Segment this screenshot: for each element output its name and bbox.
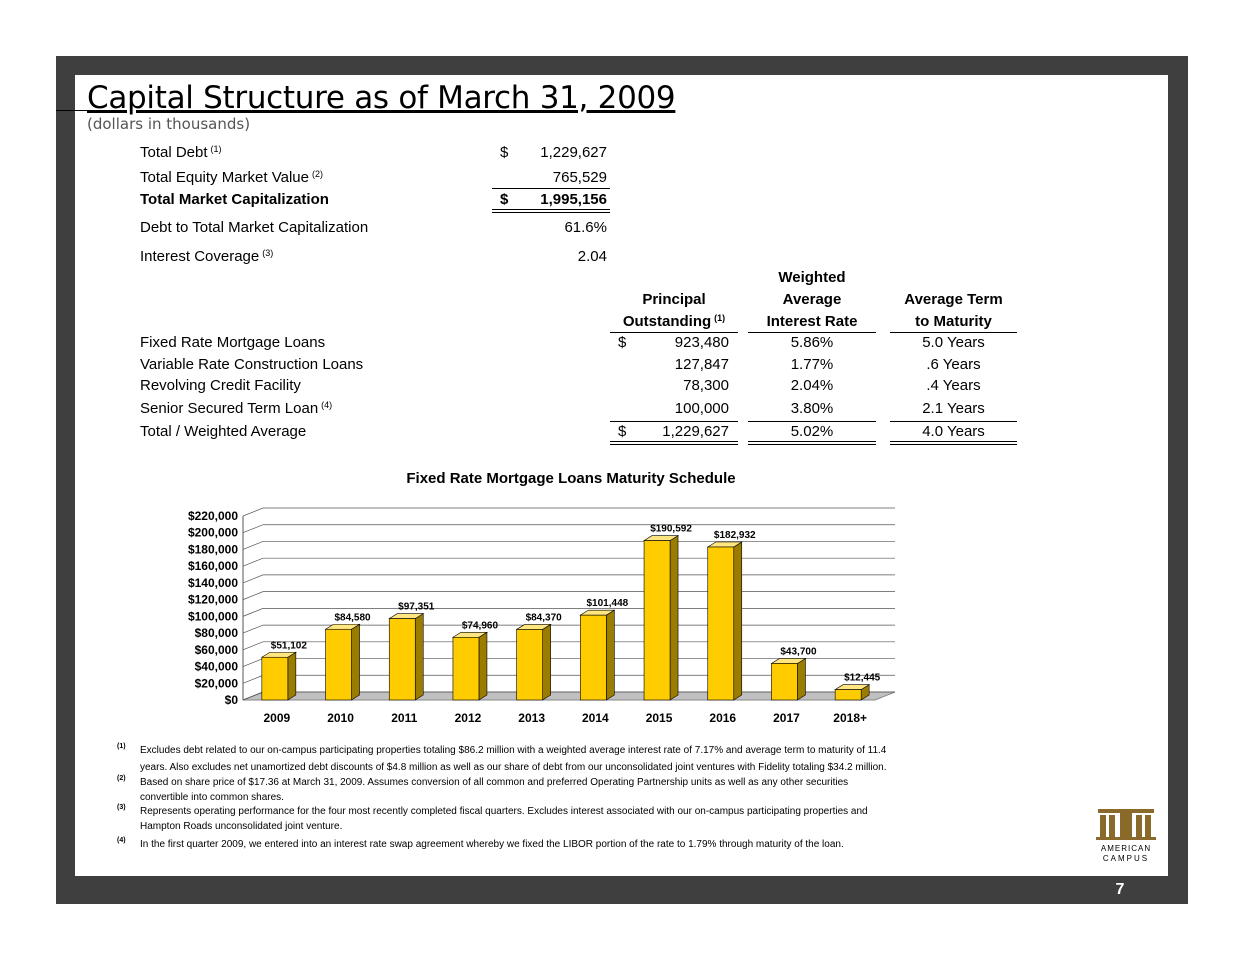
summary-label: Debt to Total Market Capitalization xyxy=(140,219,368,236)
rule xyxy=(492,212,610,213)
row-label: Fixed Rate Mortgage Loans xyxy=(140,334,325,351)
logo: AMERICAN CAMPUS xyxy=(1096,809,1156,863)
footnote: years. Also excludes net unamortized deb… xyxy=(140,762,887,773)
footnote: Hampton Roads unconsolidated joint ventu… xyxy=(140,821,343,832)
note-marker: (1) xyxy=(210,144,222,154)
currency: $ xyxy=(500,144,509,161)
summary-value: 1,995,156 xyxy=(540,191,607,208)
rule xyxy=(748,421,876,422)
summary-value: 61.6% xyxy=(564,219,607,236)
footnote: Based on share price of $17.36 at March … xyxy=(140,777,849,788)
column-header: Average Term xyxy=(890,291,1017,308)
rule xyxy=(610,441,738,442)
principal: 100,000 xyxy=(674,400,729,417)
row-label: Total / Weighted Average xyxy=(140,423,306,440)
slide xyxy=(75,75,1168,876)
summary-label: Interest Coverage (3) xyxy=(140,248,273,265)
rate: 5.02% xyxy=(790,423,834,440)
note-marker: (3) xyxy=(262,248,274,258)
footnote-marker: (2) xyxy=(117,775,126,782)
note-marker: (4) xyxy=(321,400,333,410)
rule xyxy=(748,444,876,445)
principal: 923,480 xyxy=(674,334,729,351)
summary-value: 765,529 xyxy=(552,169,607,186)
label-text: Total Equity Market Value xyxy=(140,169,309,186)
term: 4.0 Years xyxy=(922,423,985,440)
rule xyxy=(890,421,1017,422)
rule xyxy=(610,421,738,422)
header-text: Principal xyxy=(642,291,706,308)
currency: $ xyxy=(618,423,627,440)
rate: 1.77% xyxy=(790,356,834,373)
footnote-marker: (1) xyxy=(117,743,126,750)
column-header: Principal xyxy=(610,291,738,308)
subtitle: (dollars in thousands) xyxy=(87,115,251,133)
term: 5.0 Years xyxy=(922,334,985,351)
currency: $ xyxy=(618,334,627,351)
header-text: Weighted xyxy=(778,269,846,286)
rate: 2.04% xyxy=(790,377,834,394)
rule xyxy=(492,188,610,189)
label-text: Revolving Credit Facility xyxy=(140,377,301,394)
summary-value: 2.04 xyxy=(577,248,607,265)
note-marker: (2) xyxy=(311,169,323,179)
principal: 1,229,627 xyxy=(662,423,729,440)
rate: 3.80% xyxy=(790,400,834,417)
page-number: 7 xyxy=(1115,881,1125,898)
rule xyxy=(610,444,738,445)
footnote: Represents operating performance for the… xyxy=(140,806,868,817)
row-label: Senior Secured Term Loan (4) xyxy=(140,400,332,417)
header-text: to Maturity xyxy=(915,313,992,330)
column-header: Outstanding (1) xyxy=(610,313,738,330)
footnote-marker: (3) xyxy=(117,804,126,811)
footnote: convertible into common shares. xyxy=(140,792,284,803)
note-marker: (1) xyxy=(714,313,726,323)
column-header: to Maturity xyxy=(890,313,1017,330)
label-text: Debt to Total Market Capitalization xyxy=(140,219,369,236)
title: Capital Structure as of March 31, 2009 xyxy=(87,80,676,116)
row-label: Revolving Credit Facility xyxy=(140,377,301,394)
logo-text: AMERICAN xyxy=(1101,844,1151,853)
footnote: Excludes debt related to our on-campus p… xyxy=(140,745,887,756)
row-label: Variable Rate Construction Loans xyxy=(140,356,363,373)
rule xyxy=(748,441,876,442)
header-text: Outstanding xyxy=(622,313,712,330)
currency: $ xyxy=(500,191,509,208)
footnote-marker: (4) xyxy=(117,837,126,844)
principal: 127,847 xyxy=(674,356,729,373)
principal: 78,300 xyxy=(683,377,729,394)
column-header: Weighted xyxy=(748,269,876,286)
label-text: Total / Weighted Average xyxy=(140,423,307,440)
summary-label: Total Equity Market Value (2) xyxy=(140,169,323,186)
summary-label: Total Debt (1) xyxy=(140,144,222,161)
term: .4 Years xyxy=(926,377,981,394)
rule xyxy=(890,332,1017,333)
logo-text: CAMPUS xyxy=(1103,854,1149,863)
label-text: Total Market Capitalization xyxy=(140,191,329,208)
label-text: Senior Secured Term Loan xyxy=(140,400,319,417)
header-text: Interest Rate xyxy=(766,313,858,330)
summary-value: 1,229,627 xyxy=(540,144,607,161)
rule xyxy=(610,332,738,333)
term: 2.1 Years xyxy=(922,400,985,417)
title-rule xyxy=(56,110,88,111)
label-text: Fixed Rate Mortgage Loans xyxy=(140,334,326,351)
summary-label: Total Market Capitalization xyxy=(140,191,329,208)
label-text: Total Debt xyxy=(140,144,208,161)
rule xyxy=(890,441,1017,442)
rate: 5.86% xyxy=(790,334,834,351)
label-text: Interest Coverage xyxy=(140,248,260,265)
column-header: Average xyxy=(748,291,876,308)
rule xyxy=(890,444,1017,445)
footnote: In the first quarter 2009, we entered in… xyxy=(140,839,844,850)
rule xyxy=(492,209,610,210)
label-text: Variable Rate Construction Loans xyxy=(140,356,364,373)
header-text: Average Term xyxy=(904,291,1003,308)
header-text: Average xyxy=(782,291,842,308)
term: .6 Years xyxy=(926,356,981,373)
column-header: Interest Rate xyxy=(748,313,876,330)
rule xyxy=(748,332,876,333)
